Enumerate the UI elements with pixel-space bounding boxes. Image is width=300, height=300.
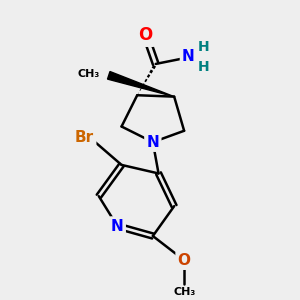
Text: CH₃: CH₃ <box>78 69 100 79</box>
Text: O: O <box>139 26 153 44</box>
Polygon shape <box>107 71 174 97</box>
Text: H: H <box>198 60 210 74</box>
Text: CH₃: CH₃ <box>173 287 195 297</box>
Text: N: N <box>111 219 124 234</box>
Text: Br: Br <box>75 130 94 146</box>
Text: N: N <box>146 135 159 150</box>
Text: N: N <box>182 49 195 64</box>
Text: H: H <box>198 40 210 54</box>
Text: O: O <box>178 253 190 268</box>
